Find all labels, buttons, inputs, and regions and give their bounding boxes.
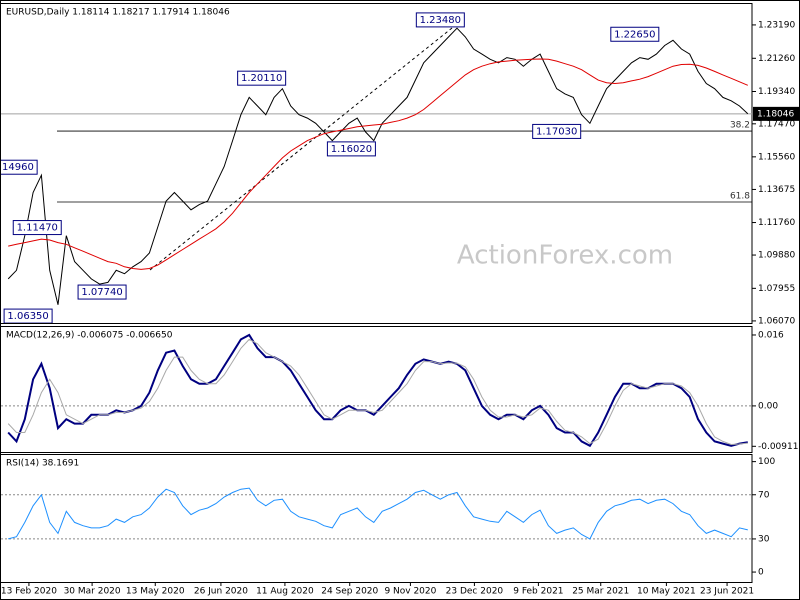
price-label: 1.11470 — [17, 223, 58, 234]
price-label: 1.16020 — [331, 144, 372, 155]
price-label: 1.20110 — [241, 73, 282, 84]
pane-title: RSI(14) 38.1691 — [6, 459, 79, 469]
price-label: 1.07740 — [81, 287, 122, 298]
x-tick-label: 23 Dec 2020 — [446, 587, 504, 597]
y-tick-label: 1.07955 — [758, 284, 795, 294]
y-tick-label: 1.21260 — [758, 54, 795, 64]
pane-content — [1, 333, 752, 448]
y-tick-label: 70 — [758, 490, 770, 500]
last-price-label: 1.18046 — [757, 109, 794, 119]
series-line — [8, 487, 748, 540]
pane-border — [0, 454, 753, 583]
last-price-box — [753, 106, 799, 121]
fib-label: 38.2 — [730, 121, 750, 131]
price-label: 1.17030 — [536, 126, 577, 137]
x-tick-label: 11 Aug 2020 — [256, 587, 314, 597]
x-tick-label: 26 Jun 2020 — [194, 587, 248, 597]
pane-border — [0, 3, 753, 324]
price-label-box — [3, 308, 53, 323]
series-line — [8, 58, 748, 270]
pane-border — [0, 326, 753, 453]
x-tick-label: 24 Sep 2020 — [321, 587, 378, 597]
fib-label: 61.8 — [730, 191, 750, 201]
price-label-box — [77, 284, 127, 300]
x-tick-label: 23 Jun 2021 — [700, 587, 754, 597]
y-tick-label: 0.016 — [758, 330, 784, 340]
price-label: 1.23480 — [420, 15, 461, 26]
x-tick-label: 30 Mar 2020 — [64, 587, 121, 597]
pane-title: EURUSD,Daily 1.18114 1.18217 1.17914 1.1… — [6, 8, 230, 18]
price-label-box — [237, 70, 287, 86]
x-tick-label: 25 Mar 2021 — [572, 587, 629, 597]
x-tick-label: 9 Nov 2020 — [384, 587, 436, 597]
price-label-box — [415, 12, 465, 28]
y-tick-label: 1.06070 — [758, 316, 795, 326]
pane-content: ActionForex.com 38.2 61.8 1.23480 1.20110 1.2… — [0, 12, 752, 323]
x-tick-label: 9 Feb 2021 — [513, 587, 563, 597]
price-label-box — [610, 26, 660, 42]
y-tick-label: 1.09880 — [758, 251, 795, 261]
x-tick-label: 13 Feb 2020 — [1, 587, 57, 597]
watermark: ActionForex.com — [457, 241, 673, 271]
price-label-box — [12, 220, 62, 236]
price-label: 1.14960 — [0, 162, 34, 173]
pane-content — [1, 487, 752, 540]
y-tick-label: 1.15560 — [758, 152, 795, 162]
x-tick-label: 13 May 2020 — [126, 587, 185, 597]
y-tick-label: 1.23190 — [758, 20, 795, 30]
y-tick-label: 30 — [758, 534, 770, 544]
y-tick-label: 0 — [758, 568, 764, 578]
price-label-box — [1, 159, 38, 175]
y-tick-label: 1.11760 — [758, 218, 795, 228]
y-tick-label: -0.009116 — [758, 442, 800, 452]
y-tick-label: 1.13675 — [758, 185, 795, 195]
y-tick-label: 1.19340 — [758, 87, 795, 97]
price-label: 1.22650 — [614, 29, 655, 40]
trend-line — [149, 19, 463, 271]
y-tick-label: 0.00 — [758, 401, 778, 411]
price-label-box — [532, 123, 582, 139]
y-tick-label: 100 — [758, 457, 775, 467]
x-tick-label: 10 May 2021 — [637, 587, 696, 597]
price-label-box — [326, 141, 376, 157]
pane-title: MACD(12,26,9) -0.006075 -0.006650 — [6, 331, 173, 341]
series-line — [7, 338, 748, 446]
y-tick-label: 1.17470 — [758, 119, 795, 129]
price-label: 1.06350 — [7, 311, 48, 322]
